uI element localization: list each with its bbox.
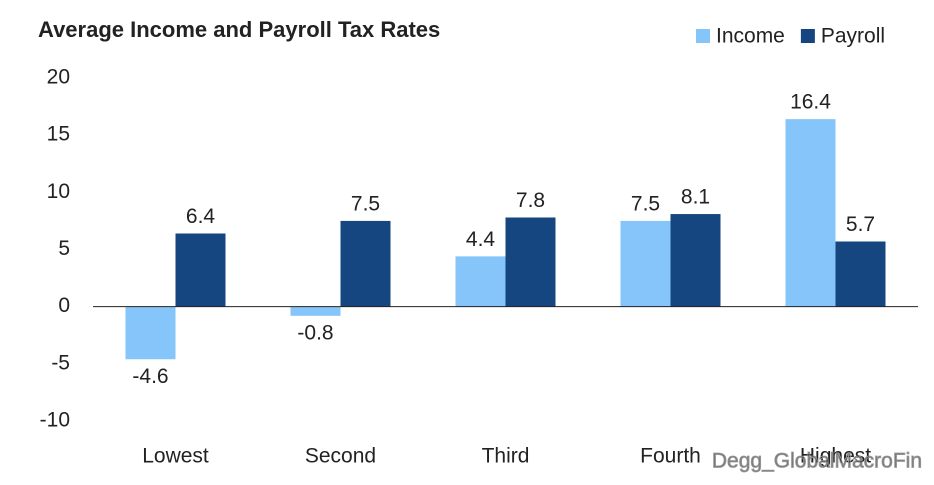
y-tick-label: 20 xyxy=(47,66,70,89)
bar xyxy=(340,220,391,307)
x-tick-label: Second xyxy=(305,445,376,468)
y-tick-label: 15 xyxy=(47,123,70,146)
bar xyxy=(505,217,556,307)
value-label: 6.4 xyxy=(186,205,216,228)
legend-label: Income xyxy=(716,25,785,48)
value-label: 7.8 xyxy=(516,189,545,212)
y-tick-label: 10 xyxy=(47,180,70,203)
watermark: Degg_GlobalMacroFin xyxy=(712,450,922,473)
y-tick-label: -10 xyxy=(40,409,70,432)
value-label: 16.4 xyxy=(790,91,831,114)
legend-label: Payroll xyxy=(821,25,885,48)
bar xyxy=(175,233,226,307)
bar xyxy=(455,256,506,307)
bar xyxy=(785,119,836,307)
value-label: -0.8 xyxy=(297,321,333,344)
x-tick-label: Highest xyxy=(800,445,871,468)
y-tick-label: -5 xyxy=(51,351,70,374)
value-label: 7.5 xyxy=(351,192,380,215)
x-tick-label: Lowest xyxy=(142,445,209,468)
value-label: 8.1 xyxy=(681,186,710,209)
chart-title: Average Income and Payroll Tax Rates xyxy=(38,17,440,42)
legend-swatch xyxy=(696,29,710,43)
bar xyxy=(125,306,176,360)
value-label: 5.7 xyxy=(846,213,875,236)
bar xyxy=(835,241,886,307)
bar xyxy=(670,214,721,307)
legend-swatch xyxy=(800,29,815,43)
x-tick-label: Third xyxy=(482,445,530,468)
y-tick-label: 0 xyxy=(58,294,70,317)
value-label: -4.6 xyxy=(132,365,168,388)
value-label: 4.4 xyxy=(466,228,496,251)
y-tick-label: 5 xyxy=(58,237,70,260)
x-tick-label: Fourth xyxy=(640,445,701,468)
value-label: 7.5 xyxy=(631,192,660,215)
bar xyxy=(620,220,671,307)
bar xyxy=(290,306,341,316)
